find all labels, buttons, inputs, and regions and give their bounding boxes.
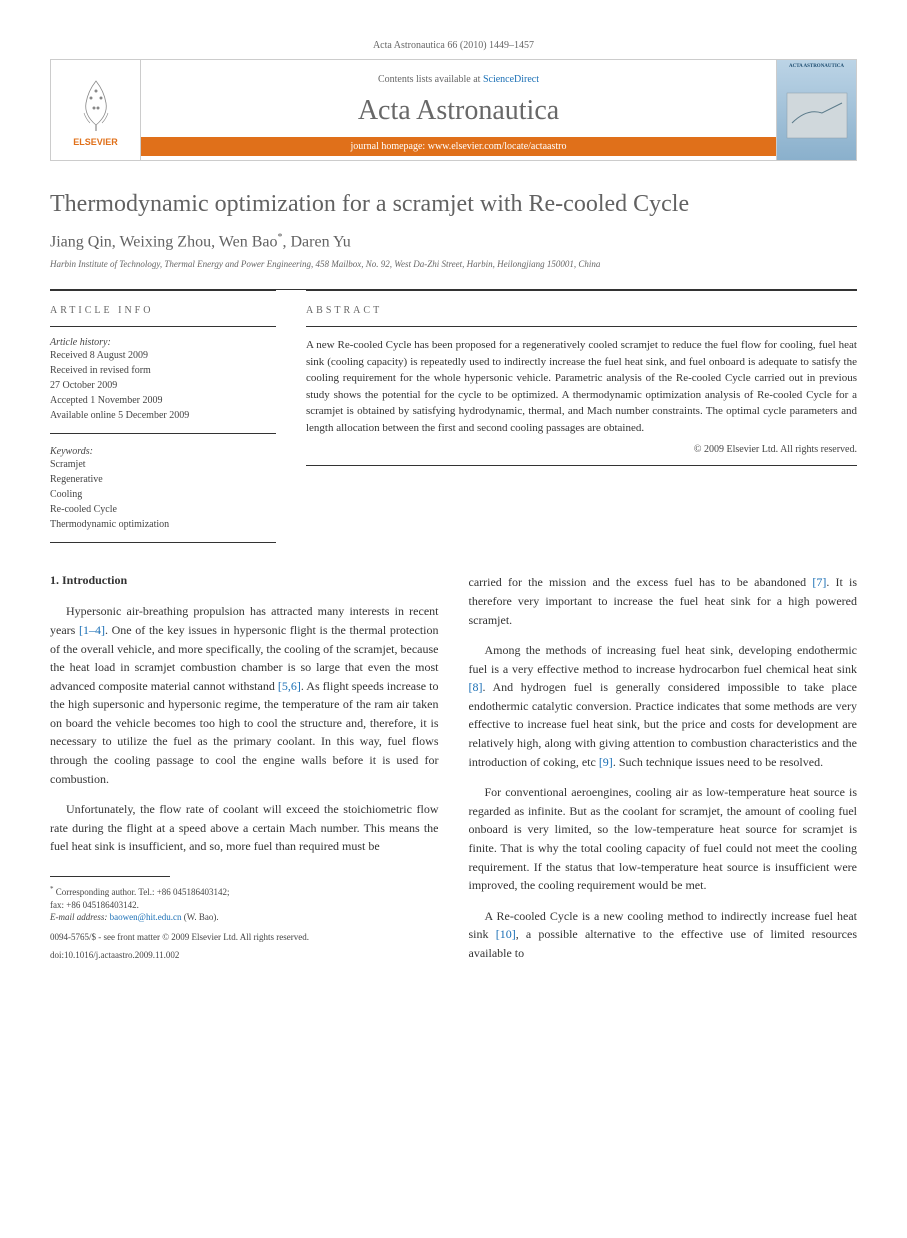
publisher-name: ELSEVIER [73,137,118,147]
abstract-heading: ABSTRACT [306,305,857,326]
citation-link[interactable]: [5,6] [278,679,301,693]
email-label: E-mail address: [50,912,110,922]
contents-available-text: Contents lists available at ScienceDirec… [151,74,766,85]
journal-citation-header: Acta Astronautica 66 (2010) 1449–1457 [50,40,857,51]
article-info-heading: ARTICLE INFO [50,305,276,326]
history-revised-label: Received in revised form [50,363,276,378]
citation-link[interactable]: [7] [812,575,826,589]
abstract-text: A new Re-cooled Cycle has been proposed … [306,337,857,436]
affiliation: Harbin Institute of Technology, Thermal … [50,259,857,269]
email-author: (W. Bao). [181,912,218,922]
elsevier-tree-icon [66,73,126,133]
para-4: Among the methods of increasing fuel hea… [469,641,858,771]
history-accepted: Accepted 1 November 2009 [50,393,276,408]
citation-link[interactable]: [8] [469,680,483,694]
info-abstract-section: ARTICLE INFO Article history: Received 8… [50,289,857,543]
body-two-column: 1. Introduction Hypersonic air-breathing… [50,573,857,974]
history-received: Received 8 August 2009 [50,348,276,363]
article-title: Thermodynamic optimization for a scramje… [50,191,857,218]
para-1: Hypersonic air-breathing propulsion has … [50,602,439,788]
right-column: carried for the mission and the excess f… [469,573,858,974]
para-2: Unfortunately, the flow rate of coolant … [50,800,439,856]
journal-cover-thumbnail: ACTA ASTRONAUTICA [776,60,856,160]
history-revised-date: 27 October 2009 [50,378,276,393]
section-1-heading: 1. Introduction [50,573,439,588]
journal-header-box: ELSEVIER Contents lists available at Sci… [50,59,857,161]
history-label: Article history: [50,337,276,348]
homepage-bar: journal homepage: www.elsevier.com/locat… [141,137,776,156]
para-5: For conventional aeroengines, cooling ai… [469,783,858,895]
para-3: carried for the mission and the excess f… [469,573,858,629]
authors-main: Jiang Qin, Weixing Zhou, Wen Bao [50,233,277,250]
history-online: Available online 5 December 2009 [50,408,276,423]
keyword-item: Re-cooled Cycle [50,502,276,517]
journal-name: Acta Astronautica [151,95,766,127]
sciencedirect-link[interactable]: ScienceDirect [483,74,539,85]
doi-footer: doi:10.1016/j.actaastro.2009.11.002 [50,950,439,960]
keyword-item: Thermodynamic optimization [50,517,276,532]
footnote-separator [50,876,170,877]
email-link[interactable]: baowen@hit.edu.cn [110,912,182,922]
abstract-copyright: © 2009 Elsevier Ltd. All rights reserved… [306,444,857,455]
citation-link[interactable]: [9] [599,755,613,769]
article-info-column: ARTICLE INFO Article history: Received 8… [50,290,276,543]
left-column: 1. Introduction Hypersonic air-breathing… [50,573,439,974]
contents-label: Contents lists available at [378,74,483,85]
authors-rest: , Daren Yu [282,233,350,250]
keyword-item: Scramjet [50,457,276,472]
homepage-label: journal homepage: [351,141,428,152]
corr-author-text: Corresponding author. Tel.: +86 04518640… [54,887,230,897]
thumbnail-title: ACTA ASTRONAUTICA [789,64,844,69]
keywords-label: Keywords: [50,446,276,457]
corresponding-author-footnote: * Corresponding author. Tel.: +86 045186… [50,885,439,899]
citation-link[interactable]: [10] [496,927,516,941]
fax-footnote: fax: +86 045186403142. [50,899,439,912]
keyword-item: Cooling [50,487,276,502]
keyword-item: Regenerative [50,472,276,487]
copyright-footer: 0094-5765/$ - see front matter © 2009 El… [50,932,439,942]
email-footnote: E-mail address: baowen@hit.edu.cn (W. Ba… [50,911,439,924]
thumbnail-graphic-icon [782,73,852,143]
citation-link[interactable]: [1–4] [79,623,105,637]
publisher-logo-box: ELSEVIER [51,60,141,160]
para-1-text: Hypersonic air-breathing propulsion has … [50,604,439,785]
para-6: A Re-cooled Cycle is a new cooling metho… [469,907,858,963]
homepage-link[interactable]: www.elsevier.com/locate/actaastro [428,141,567,152]
author-list: Jiang Qin, Weixing Zhou, Wen Bao*, Daren… [50,232,857,251]
abstract-column: ABSTRACT A new Re-cooled Cycle has been … [306,290,857,543]
header-middle: Contents lists available at ScienceDirec… [141,64,776,156]
